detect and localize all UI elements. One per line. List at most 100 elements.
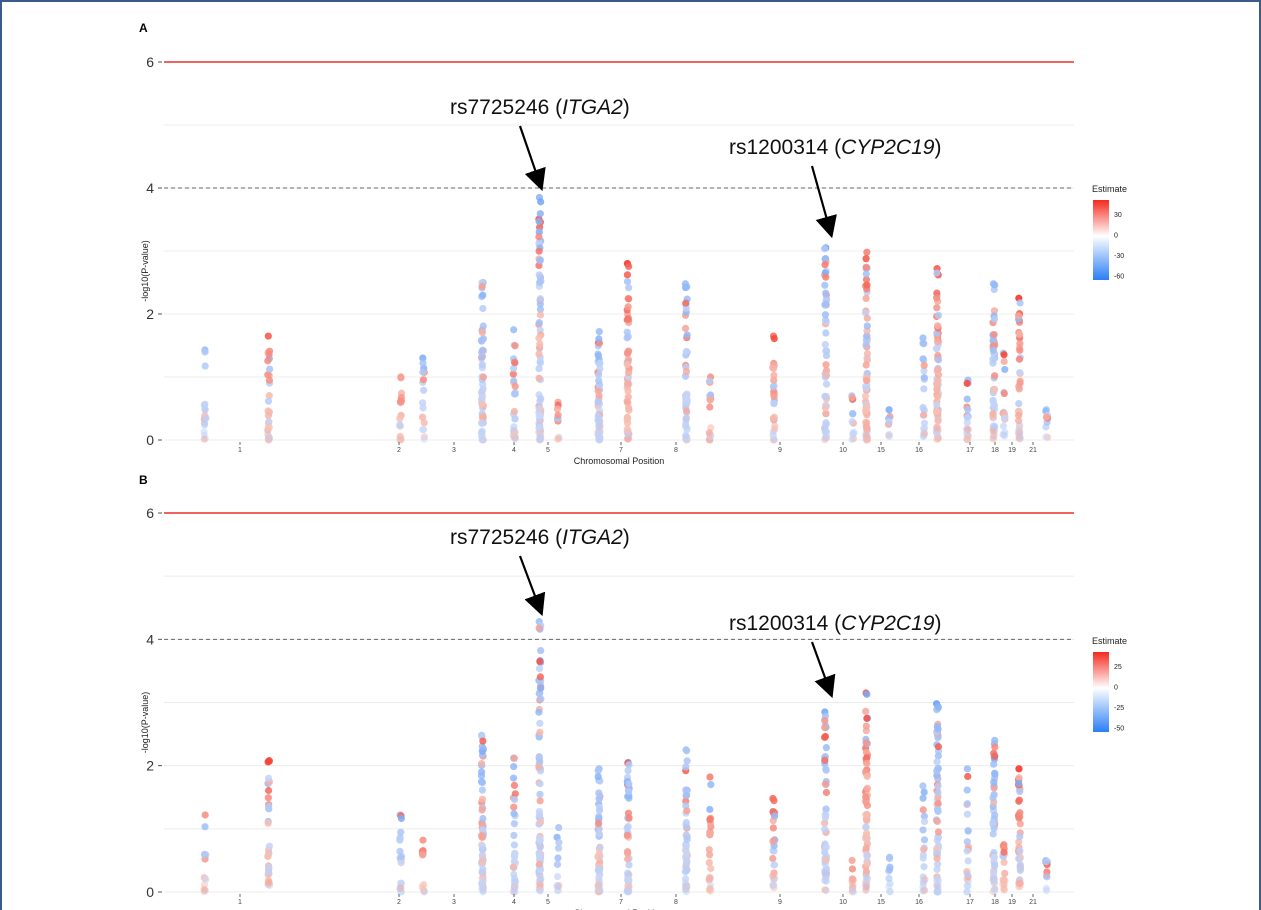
snp-point — [420, 886, 428, 895]
snp-point — [510, 831, 518, 840]
snp-point — [1015, 838, 1023, 846]
snp-annotation: rs7725246 (ITGA2) — [450, 526, 630, 549]
snp-point — [594, 398, 602, 406]
snp-point — [1042, 413, 1050, 421]
snp-point — [265, 392, 273, 400]
snp-point — [554, 872, 562, 881]
snp-point — [769, 824, 777, 832]
snp-point — [885, 406, 893, 414]
snp-point — [920, 367, 928, 375]
snp-point — [919, 806, 927, 814]
snp-point — [706, 885, 714, 893]
snp-point — [535, 365, 543, 373]
snp-point — [624, 333, 632, 341]
snp-point — [535, 753, 543, 761]
snp-point — [536, 790, 544, 798]
snp-point — [535, 834, 544, 842]
snp-point — [264, 794, 272, 802]
snp-point — [934, 877, 942, 885]
snp-point — [535, 423, 544, 431]
snp-point — [934, 860, 942, 868]
snp-point — [419, 368, 427, 376]
snp-point — [396, 432, 405, 441]
snp-point — [419, 376, 428, 384]
snp-point — [418, 413, 427, 421]
x-tick-label: 16 — [915, 447, 923, 454]
snp-point — [989, 398, 997, 406]
x-tick-label: 21 — [1029, 447, 1037, 454]
snp-point — [933, 722, 941, 731]
snp-point — [821, 311, 830, 319]
snp-point — [822, 380, 831, 388]
snp-point — [920, 812, 928, 820]
snp-point — [397, 828, 405, 836]
snp-point — [933, 865, 941, 874]
snp-point — [862, 407, 870, 415]
snp-point — [511, 881, 519, 890]
snp-point — [991, 885, 999, 893]
snp-point — [1015, 765, 1023, 773]
snp-point — [595, 789, 603, 797]
snp-point — [624, 349, 632, 358]
snp-point — [536, 810, 544, 819]
snp-point — [770, 371, 778, 380]
snp-point — [848, 865, 857, 873]
snp-point — [863, 772, 871, 781]
snp-point — [478, 806, 486, 814]
snp-point — [934, 799, 942, 808]
snp-point — [990, 887, 998, 896]
snp-point — [990, 315, 999, 323]
snp-point — [934, 782, 942, 790]
snp-point — [920, 836, 929, 844]
snp-point — [681, 324, 690, 332]
snp-point — [769, 854, 777, 863]
snp-point — [625, 788, 633, 796]
snp-point — [862, 436, 870, 444]
snp-point — [821, 404, 830, 412]
snp-point — [991, 885, 999, 893]
snp-point — [537, 394, 545, 403]
snp-point — [683, 835, 691, 843]
snp-point — [595, 432, 603, 440]
annotation-arrow — [518, 125, 546, 192]
snp-point — [862, 432, 870, 440]
snp-point — [934, 789, 942, 797]
x-tick-label: 2 — [397, 899, 401, 906]
snp-point — [479, 888, 487, 896]
snp-point — [862, 823, 870, 831]
snp-point — [200, 887, 208, 896]
snp-point — [770, 861, 778, 869]
snp-point — [478, 393, 486, 402]
snp-point — [1015, 774, 1023, 782]
snp-point — [933, 854, 941, 862]
snp-point — [989, 869, 998, 877]
snp-point — [625, 861, 633, 869]
snp-point — [989, 888, 997, 896]
snp-point — [511, 415, 519, 423]
snp-point — [479, 373, 487, 381]
snp-point — [681, 422, 690, 430]
x-tick-label: 8 — [674, 447, 678, 454]
snp-point — [265, 432, 273, 441]
snp-point — [933, 435, 941, 444]
snp-point — [536, 876, 544, 884]
snp-point — [477, 759, 486, 768]
snp-point — [535, 411, 543, 420]
snp-point — [963, 786, 971, 794]
snp-point — [963, 888, 971, 896]
snp-point — [1016, 820, 1024, 828]
snp-point — [396, 414, 404, 423]
snp-point — [594, 881, 602, 889]
snp-point — [964, 827, 972, 835]
snp-point — [1016, 346, 1024, 354]
x-tick-label: 3 — [452, 447, 456, 454]
snp-point — [705, 874, 714, 883]
x-tick-label: 21 — [1029, 899, 1037, 906]
snp-point — [821, 886, 829, 894]
snp-point — [1015, 411, 1023, 420]
snp-point — [509, 370, 517, 378]
snp-point — [510, 429, 518, 437]
snp-point — [933, 836, 941, 844]
panel-B: B 0 2 4 6 -log10(P-value) 1 2 3 4 5 7 8 9 10 15 16 17 18 19… — [139, 473, 1127, 910]
snp-point — [963, 765, 971, 773]
